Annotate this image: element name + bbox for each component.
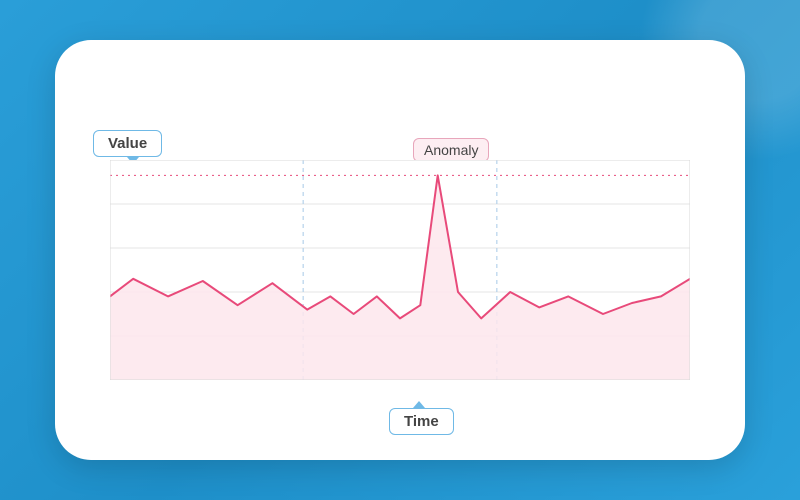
anomaly-chart: [110, 160, 690, 380]
chart-area: [110, 160, 690, 380]
anomaly-label: Anomaly: [413, 138, 489, 162]
x-axis-pointer-icon: [413, 401, 425, 408]
chart-card: Value Anomaly Time: [55, 40, 745, 460]
x-axis-label: Time: [389, 408, 454, 435]
y-axis-label: Value: [93, 130, 162, 157]
